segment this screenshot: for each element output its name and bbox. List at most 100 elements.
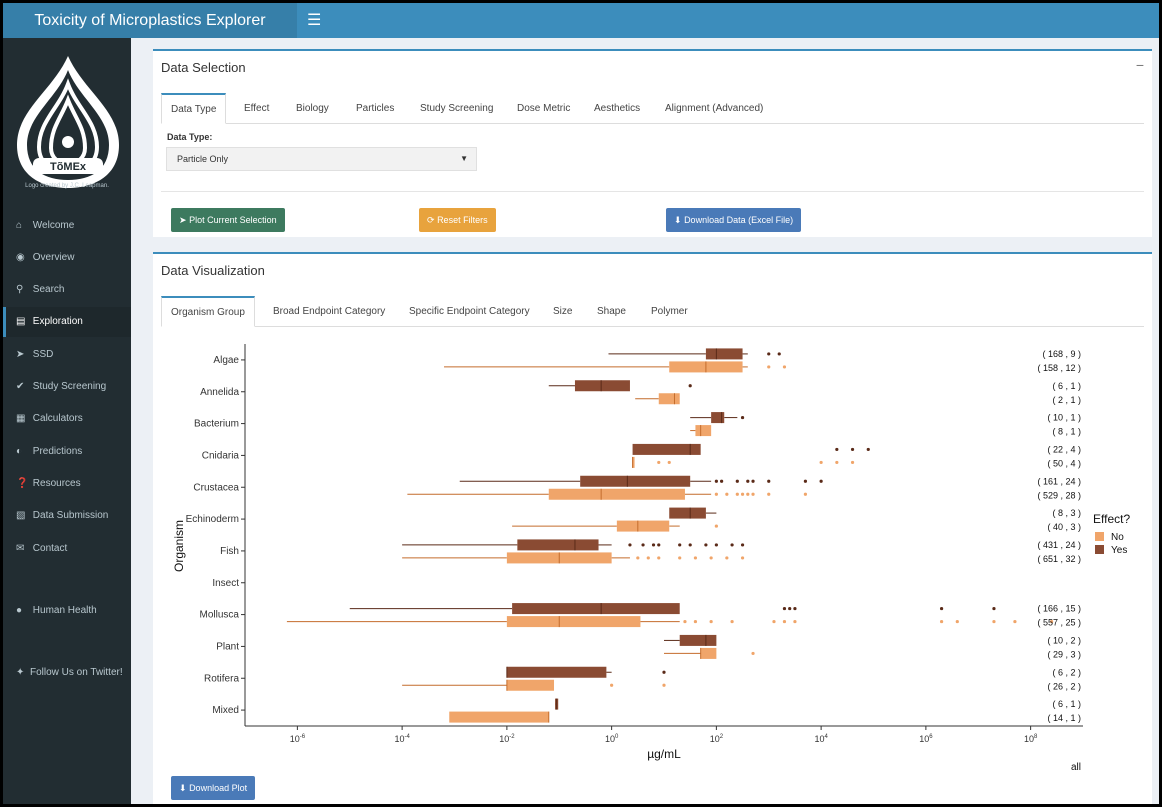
sidebar-item-exploration[interactable]: ▤ Exploration [3, 307, 131, 337]
outlier-yes [992, 606, 996, 611]
sidebar-item-label: Overview [32, 252, 75, 263]
y-tick-label: Fish [220, 546, 239, 557]
tab-data-type[interactable]: Data Type [161, 93, 227, 124]
reset-filters-button[interactable]: ⟳ Reset Filters [419, 208, 496, 232]
outlier-yes [651, 543, 656, 547]
outlier-yes [777, 352, 781, 356]
data-type-label: Data Type: [167, 132, 213, 142]
x-tick-label: 100 [605, 734, 619, 744]
tab-particles[interactable]: Particles [356, 103, 395, 114]
outlier-yes [662, 670, 666, 674]
tab-biology[interactable]: Biology [296, 103, 329, 114]
outlier-no [693, 619, 698, 624]
fish-icon: ➤ [16, 349, 25, 360]
y-tick-label: Plant [216, 641, 239, 652]
data-label: ( 651 , 32 ) [1037, 554, 1081, 564]
x-tick-label: 108 [1024, 734, 1038, 744]
data-label: ( 158 , 12 ) [1037, 363, 1081, 373]
download-plot-button[interactable]: ⬇ Download Plot [171, 776, 256, 800]
sidebar-item-label: Predictions [32, 446, 83, 457]
sidebar-item-data-submission[interactable]: ▧ Data Submission [3, 501, 131, 531]
tab-broad-endpoint-category[interactable]: Broad Endpoint Category [273, 306, 386, 317]
tab-aesthetics[interactable]: Aesthetics [594, 103, 641, 114]
tab-study-screening[interactable]: Study Screening [420, 103, 494, 114]
outlier-no [772, 619, 776, 624]
outlier-no [678, 556, 682, 560]
outlier-yes [751, 479, 755, 483]
sidebar-item-predictions[interactable]: ◐ Predictions [3, 437, 131, 467]
outlier-yes [678, 543, 682, 547]
outlier-no [1049, 619, 1054, 624]
tab-dose-metric[interactable]: Dose Metric [517, 103, 571, 114]
collapse-button[interactable]: − [1135, 57, 1144, 73]
tab-polymer[interactable]: Polymer [651, 306, 688, 317]
plot-marks [286, 348, 1054, 723]
twitter-icon: ✦ [16, 667, 25, 678]
sidebar-item-study-screening[interactable]: ✔ Study Screening [3, 372, 131, 402]
data-visualization-box: Data Visualization Organism Group Broad … [153, 252, 1152, 804]
outlier-no [1013, 619, 1017, 624]
outlier-no [693, 556, 698, 560]
plot-current-selection-button[interactable]: ➤ Plot Current Selection [171, 208, 285, 232]
outlier-yes [714, 543, 718, 547]
box-yes [711, 412, 725, 424]
hamburger-icon[interactable]: ☰ [307, 12, 322, 29]
tab-shape[interactable]: Shape [597, 306, 626, 317]
data-label: ( 6 , 1 ) [1052, 699, 1081, 709]
outlier-no [714, 524, 718, 528]
tab-alignment-advanced[interactable]: Alignment (Advanced) [665, 103, 764, 114]
app-title: Toxicity of Microplastics Explorer [3, 3, 297, 38]
data-label: ( 529 , 28 ) [1037, 490, 1081, 500]
outlier-no [714, 492, 718, 496]
y-tick-label: Mollusca [200, 610, 240, 621]
outlier-no [992, 619, 996, 624]
data-type-select[interactable]: Particle Only ▼ [166, 147, 477, 171]
outlier-no [667, 460, 671, 465]
sidebar-item-twitter[interactable]: ✦ Follow Us on Twitter! [3, 658, 131, 688]
box-no [449, 711, 549, 723]
outlier-no [730, 619, 734, 624]
outlier-yes [720, 479, 724, 483]
download-data-button[interactable]: ⬇ Download Data (Excel File) [666, 208, 802, 232]
tab-specific-endpoint-category[interactable]: Specific Endpoint Category [409, 306, 530, 317]
outlier-no [767, 365, 771, 369]
outlier-no [657, 556, 661, 560]
outlier-no [782, 365, 787, 369]
outlier-no [610, 683, 614, 687]
outlier-yes [939, 606, 944, 611]
data-label: ( 50 , 4 ) [1047, 458, 1081, 468]
data-label: ( 10 , 1 ) [1047, 413, 1081, 423]
legend-label-yes: Yes [1111, 545, 1127, 556]
data-label: ( 161 , 24 ) [1037, 476, 1081, 486]
sidebar-item-ssd[interactable]: ➤ SSD [3, 340, 131, 370]
outlier-no [850, 460, 855, 465]
sidebar-item-resources[interactable]: ❓ Resources [3, 469, 131, 499]
envelope-icon: ✉ [16, 543, 25, 554]
y-tick-label: Insect [212, 578, 239, 589]
sidebar-item-welcome[interactable]: ⌂ Welcome [3, 211, 131, 241]
tab-size[interactable]: Size [553, 306, 573, 317]
globe-icon: ◉ [16, 252, 25, 263]
outlier-yes [767, 352, 771, 356]
tab-organism-group[interactable]: Organism Group [161, 296, 255, 327]
box-yes [580, 475, 691, 487]
sidebar-item-contact[interactable]: ✉ Contact [3, 534, 131, 564]
outlier-yes [704, 543, 708, 547]
home-icon: ⌂ [16, 220, 23, 231]
x-tick-label: 104 [814, 734, 828, 744]
box-yes [632, 443, 701, 455]
sidebar-item-calculators[interactable]: ▦ Calculators [3, 404, 131, 434]
brain-icon: ◐ [16, 446, 23, 457]
facet-label: all [1071, 762, 1081, 773]
tomex-logo: TõMEx [17, 56, 119, 188]
sidebar-item-overview[interactable]: ◉ Overview [3, 243, 131, 273]
sidebar-item-human-health[interactable]: ● Human Health [3, 596, 131, 626]
data-visualization-title: Data Visualization [161, 263, 265, 278]
visualization-tabs: Organism Group Broad Endpoint Category S… [161, 296, 1144, 327]
sidebar-item-label: Calculators [32, 413, 83, 424]
rocket-icon: ➤ [179, 215, 187, 225]
sidebar-item-search[interactable]: ⚲ Search [3, 275, 131, 305]
boxplot-chart: 10-6 10-4 10-2 100 102 104 106 108 Algae ( 168 , … [172, 344, 1130, 773]
data-selection-title: Data Selection [161, 60, 246, 75]
tab-effect[interactable]: Effect [244, 103, 270, 114]
